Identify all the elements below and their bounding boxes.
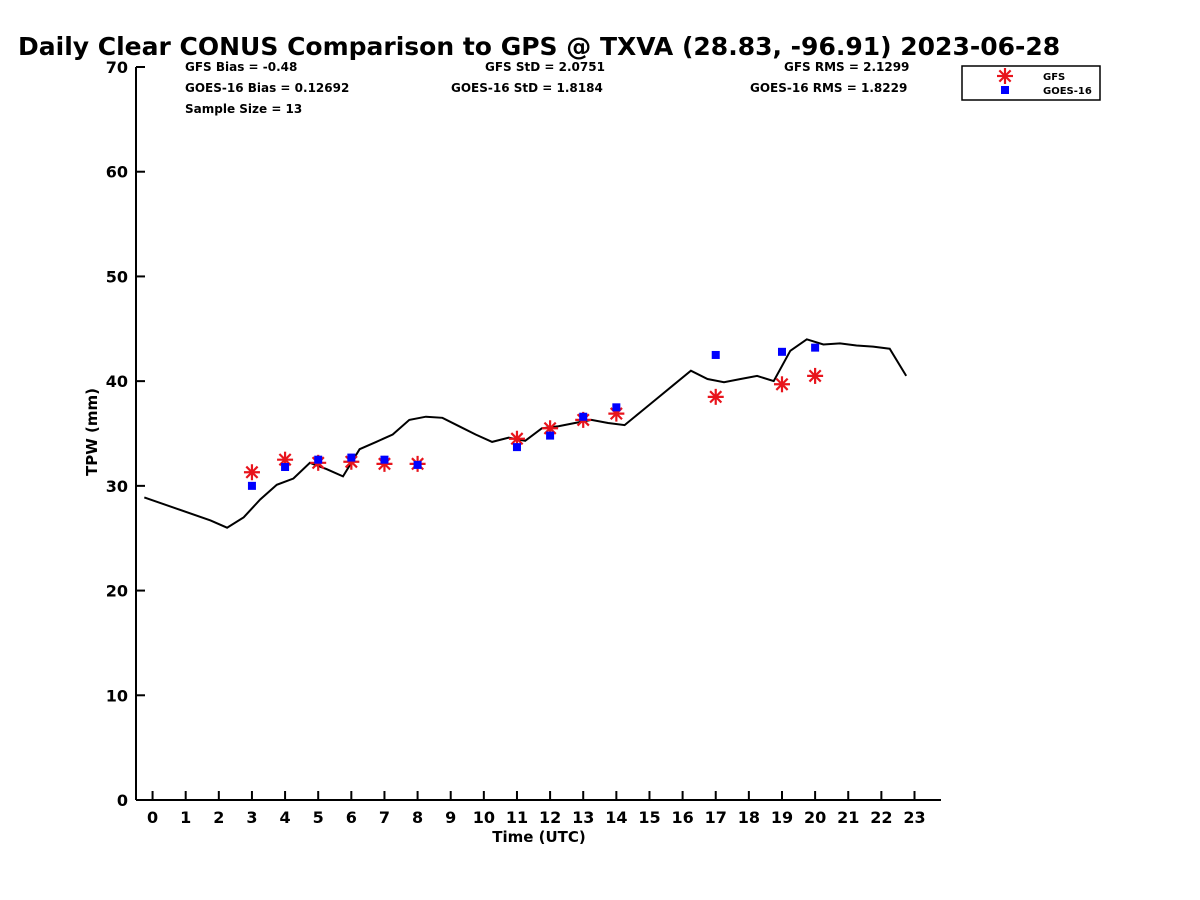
legend-gfs-label: GFS xyxy=(1043,72,1065,83)
x-tick-label: 6 xyxy=(346,808,357,827)
gfs-bias-text: GFS Bias = -0.48 xyxy=(185,60,297,74)
gfs-point xyxy=(243,464,260,481)
x-tick-label: 11 xyxy=(506,808,528,827)
gfs-std-text: GFS StD = 2.0751 xyxy=(485,60,605,74)
x-tick-label: 8 xyxy=(412,808,423,827)
goes-series xyxy=(247,343,820,490)
y-tick-label: 10 xyxy=(106,686,128,705)
goes-point xyxy=(811,343,820,352)
y-tick-label: 40 xyxy=(106,372,128,391)
gps-line-series xyxy=(143,338,908,529)
x-tick-label: 10 xyxy=(473,808,495,827)
x-tick-label: 15 xyxy=(638,808,660,827)
gfs-rms-text: GFS RMS = 2.1299 xyxy=(784,60,909,74)
goes-point xyxy=(777,347,786,356)
x-tick-label: 13 xyxy=(572,808,594,827)
goes-point xyxy=(711,350,720,359)
x-tick-label: 2 xyxy=(213,808,224,827)
x-tick-label: 14 xyxy=(605,808,627,827)
goes-point xyxy=(347,453,356,462)
goes-point xyxy=(512,443,521,452)
x-tick-label: 9 xyxy=(445,808,456,827)
goes-point xyxy=(413,460,422,469)
goes-point xyxy=(612,403,621,412)
x-tick-label: 0 xyxy=(147,808,158,827)
y-tick-label: 0 xyxy=(117,791,128,810)
x-tick-label: 18 xyxy=(738,808,760,827)
x-tick-label: 19 xyxy=(771,808,793,827)
legend-box xyxy=(961,65,1101,101)
goes-std-text: GOES-16 StD = 1.8184 xyxy=(451,81,603,95)
x-tick-label: 4 xyxy=(280,808,291,827)
legend: GFS GOES-16 xyxy=(961,65,1101,101)
x-tick-label: 12 xyxy=(539,808,561,827)
legend-goes-label: GOES-16 xyxy=(1043,86,1092,97)
y-tick-label: 70 xyxy=(106,58,128,77)
goes-rms-text: GOES-16 RMS = 1.8229 xyxy=(750,81,907,95)
x-tick-label: 17 xyxy=(705,808,727,827)
y-tick-label: 60 xyxy=(106,163,128,182)
y-tick-label: 50 xyxy=(106,267,128,286)
legend-gfs-marker xyxy=(997,68,1013,84)
goes-point xyxy=(314,455,323,464)
y-tick-label: 30 xyxy=(106,477,128,496)
gfs-point xyxy=(773,376,790,393)
gfs-series xyxy=(243,367,824,481)
goes-point xyxy=(546,431,555,440)
goes-point xyxy=(281,463,290,472)
sample-size-text: Sample Size = 13 xyxy=(185,102,302,116)
goes-point xyxy=(579,412,588,421)
legend-gfs-star xyxy=(997,68,1013,84)
y-tick-label: 20 xyxy=(106,582,128,601)
legend-goes-marker xyxy=(1001,86,1009,94)
goes-point xyxy=(380,455,389,464)
x-tick-label: 20 xyxy=(804,808,826,827)
x-tick-label: 5 xyxy=(313,808,324,827)
gfs-point xyxy=(807,367,824,384)
stats-block: GFS Bias = -0.48 GOES-16 Bias = 0.12692 … xyxy=(185,60,909,116)
x-axis-label: Time (UTC) xyxy=(492,828,586,846)
x-tick-label: 21 xyxy=(837,808,859,827)
gps-line xyxy=(143,338,908,529)
y-axis-label: TPW (mm) xyxy=(83,388,101,476)
chart-title: Daily Clear CONUS Comparison to GPS @ TX… xyxy=(18,32,1060,61)
goes-bias-text: GOES-16 Bias = 0.12692 xyxy=(185,81,349,95)
x-tick-label: 22 xyxy=(870,808,892,827)
goes-point xyxy=(247,481,256,490)
gfs-point xyxy=(707,388,724,405)
x-tick-label: 23 xyxy=(903,808,925,827)
x-tick-label: 16 xyxy=(671,808,693,827)
x-tick-label: 1 xyxy=(180,808,191,827)
x-tick-label: 3 xyxy=(246,808,257,827)
x-tick-label: 7 xyxy=(379,808,390,827)
